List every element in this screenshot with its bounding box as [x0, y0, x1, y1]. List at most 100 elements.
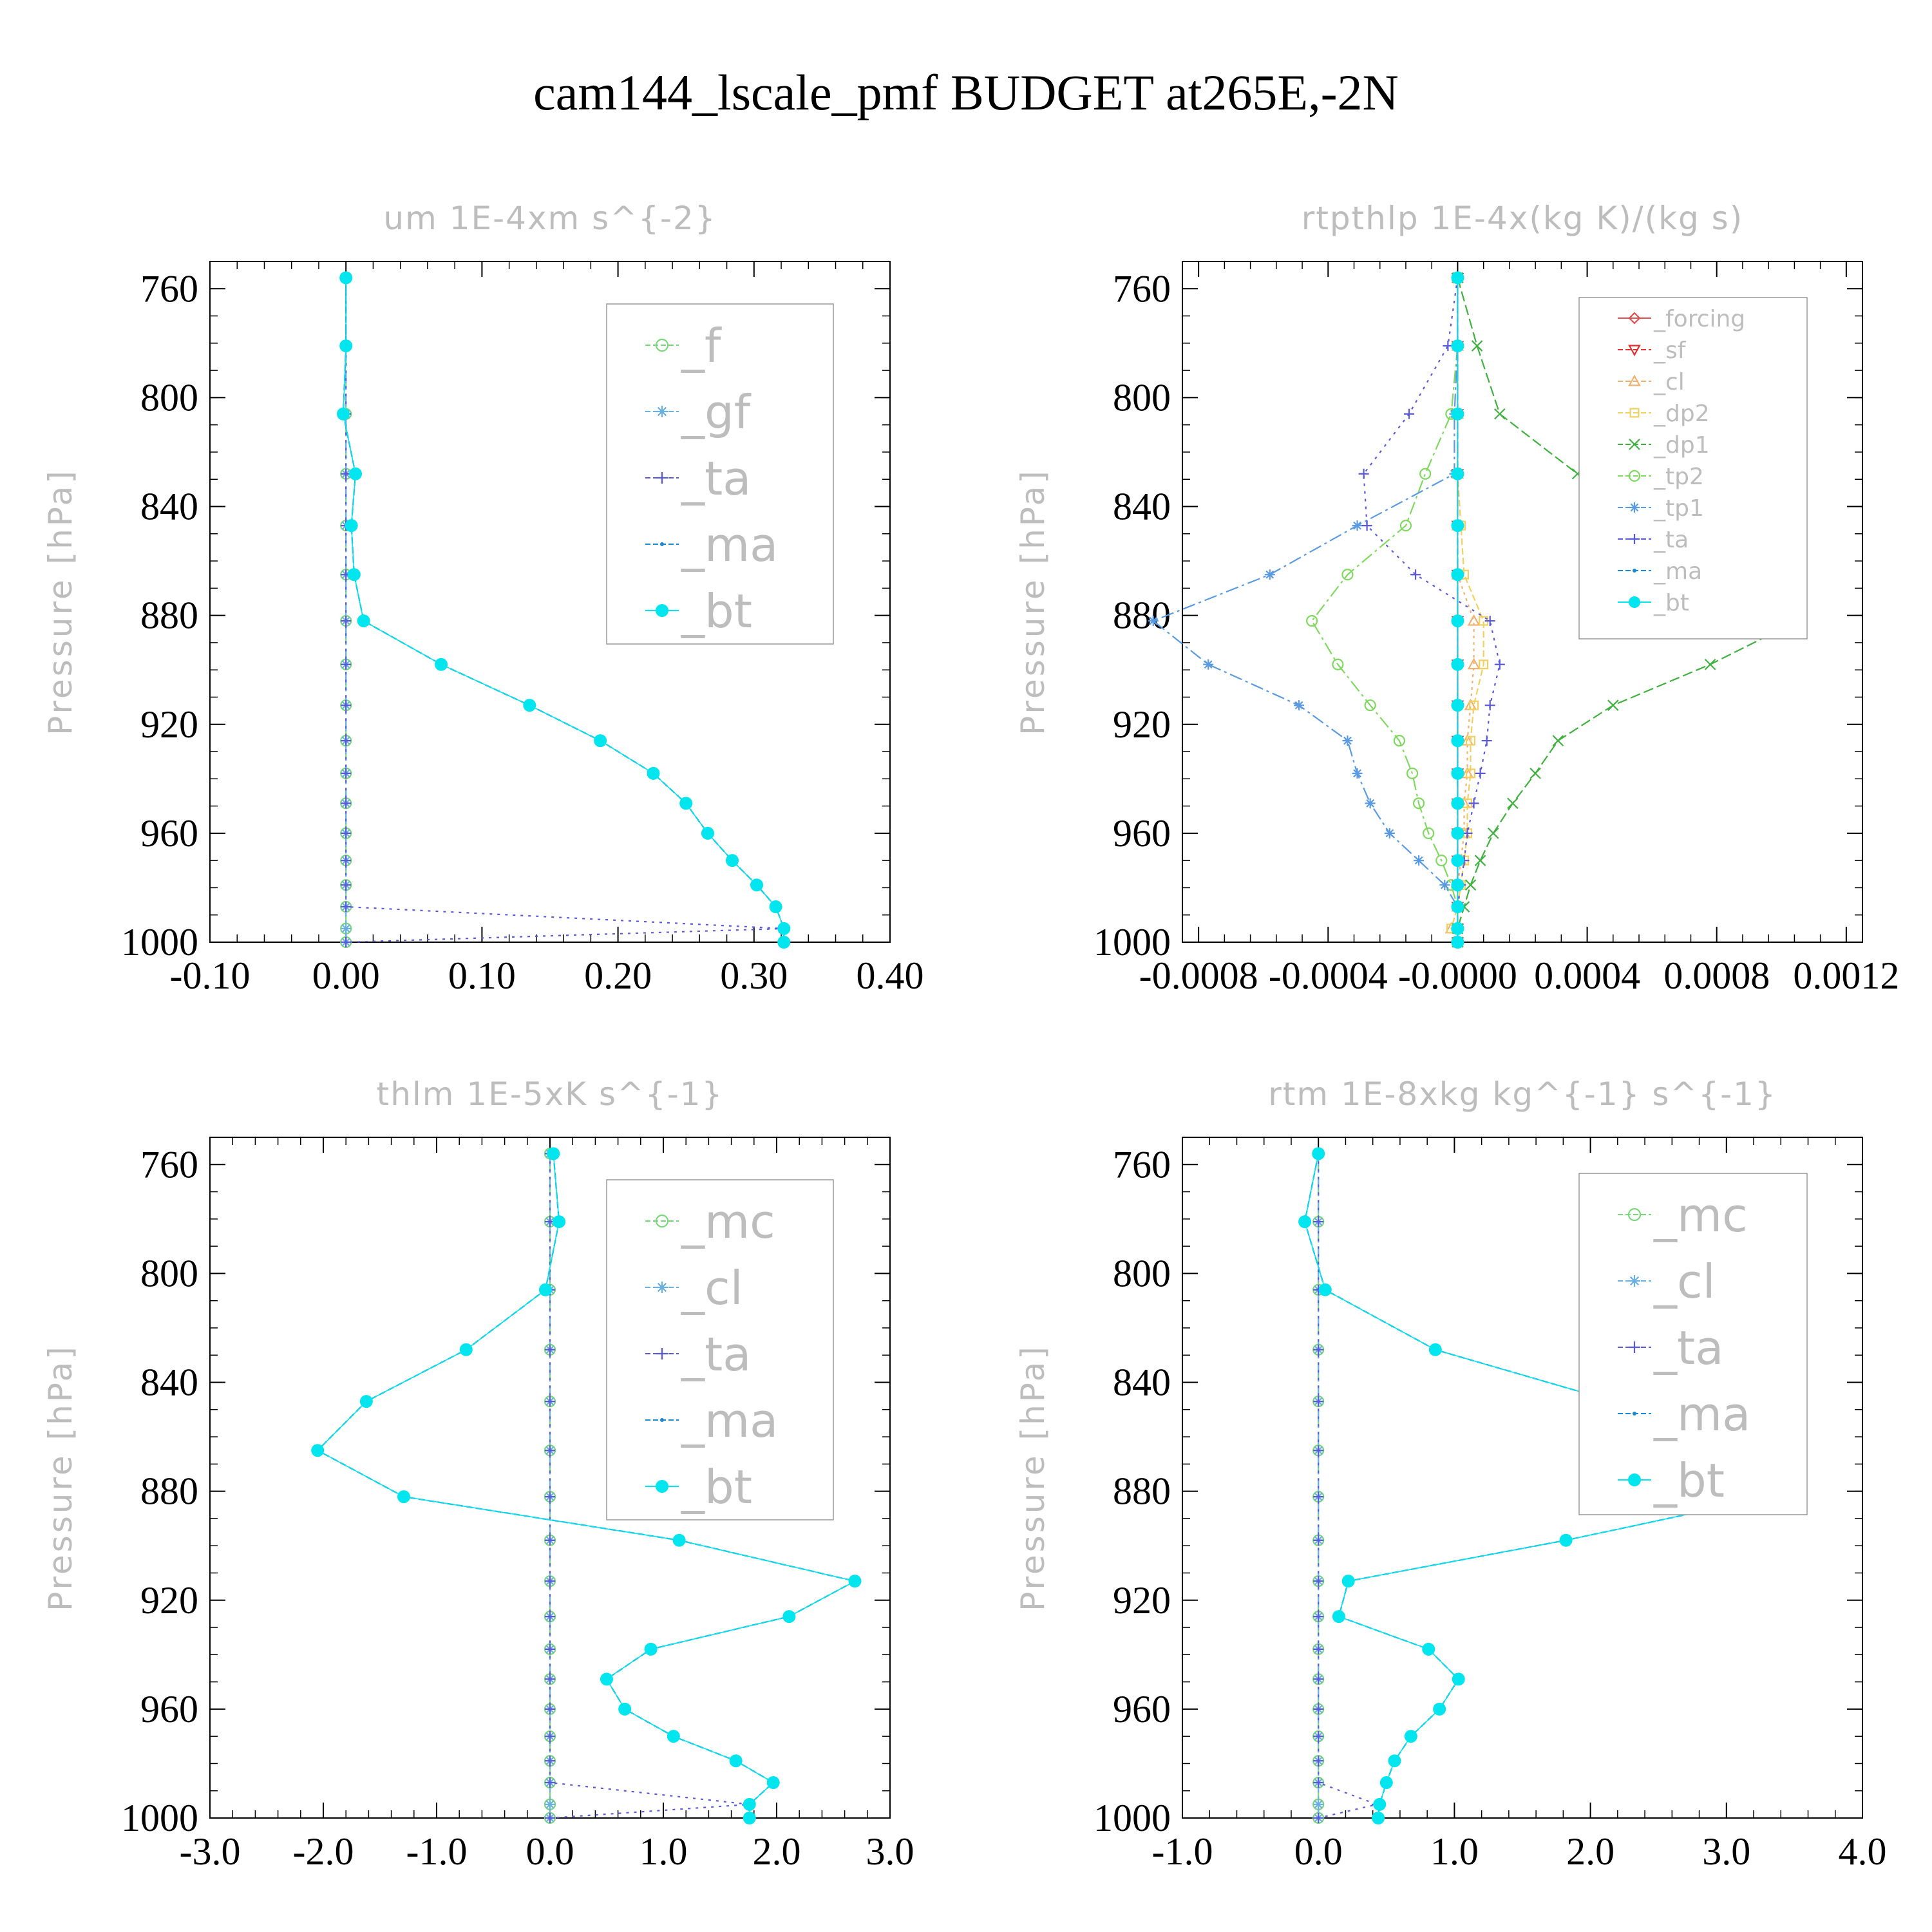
series-line — [316, 1153, 857, 1818]
data-point — [435, 658, 448, 671]
x-tick-label: -0.10 — [170, 954, 251, 997]
series-tp1 — [1148, 272, 1463, 947]
data-point — [347, 568, 361, 582]
data-point — [1313, 1813, 1324, 1823]
data-point — [341, 923, 352, 934]
data-point — [672, 1533, 686, 1547]
y-tick-label: 800 — [140, 376, 198, 419]
data-point — [1451, 900, 1464, 914]
data-point — [1306, 614, 1318, 627]
legend-label: _cl — [1653, 1255, 1716, 1309]
data-point — [1422, 1642, 1435, 1656]
x-tick-label: -3.0 — [180, 1830, 241, 1873]
data-point — [545, 1576, 555, 1587]
data-point — [1384, 828, 1395, 838]
data-point — [545, 1535, 555, 1546]
y-axis-label: Pressure [hPa] — [42, 468, 79, 735]
data-point — [1373, 1797, 1387, 1811]
y-tick-label: 1000 — [121, 921, 198, 963]
legend-label: _cl — [1653, 369, 1685, 395]
data-point — [341, 798, 352, 809]
data-point — [1313, 1576, 1324, 1587]
data-point — [1332, 1610, 1345, 1624]
data-point — [345, 519, 358, 533]
series-line — [1363, 278, 1501, 942]
data-point — [1428, 1343, 1442, 1356]
data-point — [1148, 616, 1159, 627]
data-point — [1451, 878, 1464, 892]
data-point — [545, 1799, 555, 1810]
legend: _mc _cl _ta _ma _bt — [1578, 1173, 1808, 1515]
data-point — [1704, 658, 1716, 670]
x-tick-label: -0.0000 — [1398, 954, 1517, 997]
y-tick-label: 840 — [140, 486, 198, 528]
data-point — [1607, 699, 1619, 711]
data-point — [1313, 1777, 1324, 1788]
data-point — [1358, 468, 1369, 479]
y-axis-label: Pressure [hPa] — [1014, 468, 1052, 735]
data-point — [1451, 826, 1464, 840]
legend-swatch-marker — [655, 338, 669, 352]
data-point — [357, 614, 370, 628]
data-point — [359, 1395, 373, 1408]
data-point — [547, 1147, 560, 1160]
legend-swatch-marker — [655, 1214, 669, 1228]
data-point — [1468, 798, 1479, 809]
legend-label: _mc — [681, 1195, 775, 1249]
data-point — [600, 1672, 613, 1686]
chart-panel-3: thlm 1E-5xK s^{-1} Pressure [hPa] 760 800 84… — [42, 1075, 914, 1873]
figure-title: cam144_lscale_pmf BUDGET at265E,-2N — [533, 64, 1399, 120]
data-point — [1469, 700, 1479, 710]
data-point — [1494, 408, 1506, 420]
data-point — [1451, 854, 1464, 867]
data-point — [1404, 408, 1414, 419]
data-point — [311, 1444, 325, 1457]
data-point — [1414, 855, 1425, 866]
data-point — [1294, 700, 1305, 711]
data-point — [341, 902, 352, 913]
data-point — [1451, 936, 1464, 949]
x-tick-label: 2.0 — [753, 1830, 801, 1873]
panel-title: rtpthlp 1E-4x(kg K)/(kg s) — [1302, 200, 1743, 237]
data-point — [1451, 519, 1464, 533]
y-tick-label: 960 — [140, 812, 198, 855]
y-tick-label: 760 — [140, 1143, 198, 1186]
legend-swatch-marker — [1629, 502, 1640, 513]
data-point — [341, 616, 352, 627]
data-point — [341, 880, 352, 891]
data-point — [1406, 767, 1419, 779]
y-tick-label: 1000 — [1094, 1797, 1171, 1839]
data-point — [1412, 797, 1425, 810]
data-point — [341, 937, 352, 947]
legend: _forcing _sf _cl _dp2 _dp1 _tp2 _tp1 _ta _ma _bt — [1578, 297, 1808, 639]
data-point — [1494, 659, 1505, 670]
y-tick-label: 760 — [140, 267, 198, 310]
y-tick-label: 800 — [1113, 376, 1171, 419]
y-axis-label: Pressure [hPa] — [1014, 1344, 1052, 1611]
legend-label: _tp2 — [1653, 464, 1704, 490]
legend-label: _bt — [1653, 1454, 1725, 1508]
data-point — [1451, 766, 1464, 780]
legend-swatch-marker — [1629, 596, 1640, 608]
y-tick-label: 960 — [140, 1688, 198, 1730]
data-point — [1487, 828, 1499, 839]
series-dp2 — [1446, 272, 1489, 947]
y-tick-label: 1000 — [1094, 921, 1171, 963]
data-point — [777, 922, 791, 935]
x-tick-label: -0.0004 — [1269, 954, 1388, 997]
data-point — [1313, 1344, 1324, 1355]
x-tick-label: 0.10 — [448, 954, 516, 997]
data-point — [1332, 658, 1344, 670]
data-point — [1298, 1215, 1312, 1229]
data-point — [545, 1396, 555, 1407]
y-tick-label: 760 — [1113, 1143, 1171, 1186]
series-line — [1457, 278, 1799, 942]
data-point — [1313, 1643, 1324, 1654]
data-point — [545, 1756, 555, 1766]
data-point — [339, 339, 353, 353]
legend-box — [1578, 1173, 1808, 1515]
data-point — [1475, 768, 1486, 779]
data-point — [545, 1643, 555, 1654]
legend-label: _dp2 — [1653, 401, 1710, 427]
x-tick-label: 4.0 — [1839, 1830, 1887, 1873]
